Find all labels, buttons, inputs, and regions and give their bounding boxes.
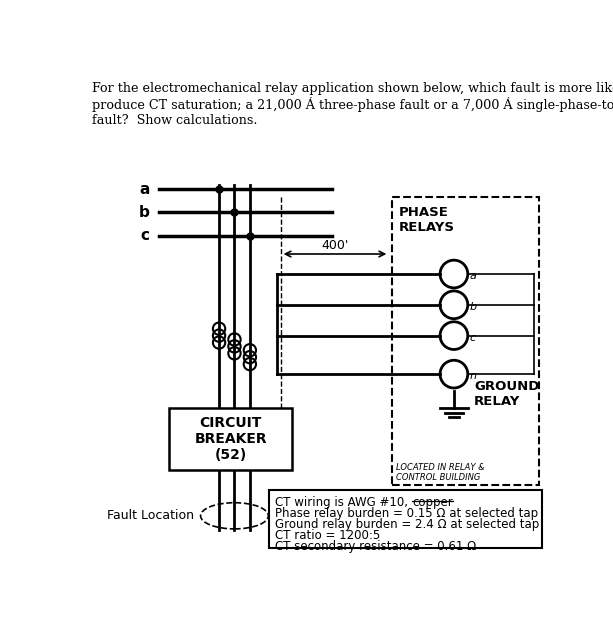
Text: Phase relay burden = 0.15 Ω at selected tap: Phase relay burden = 0.15 Ω at selected … <box>275 507 538 520</box>
Text: For the electromechanical relay application shown below, which fault is more lik: For the electromechanical relay applicat… <box>92 82 613 127</box>
Text: CT wiring is AWG #10,: CT wiring is AWG #10, <box>275 495 412 509</box>
Text: Ground relay burden = 2.4 Ω at selected tap: Ground relay burden = 2.4 Ω at selected … <box>275 518 539 531</box>
Text: CIRCUIT
BREAKER
(52): CIRCUIT BREAKER (52) <box>194 416 267 462</box>
Text: n: n <box>470 371 476 381</box>
Text: b: b <box>470 301 476 311</box>
Text: CT secondary resistance = 0.61 Ω: CT secondary resistance = 0.61 Ω <box>275 541 476 553</box>
Text: b: b <box>139 205 150 220</box>
Text: 400': 400' <box>321 239 349 252</box>
Text: PHASE
RELAYS: PHASE RELAYS <box>398 206 454 234</box>
Text: copper: copper <box>412 495 453 509</box>
FancyBboxPatch shape <box>269 490 542 548</box>
Text: c: c <box>141 228 150 243</box>
FancyBboxPatch shape <box>169 408 292 470</box>
Text: c: c <box>470 333 476 342</box>
Text: LOCATED IN RELAY &
CONTROL BUILDING: LOCATED IN RELAY & CONTROL BUILDING <box>396 462 485 482</box>
Text: Fault Location: Fault Location <box>107 509 194 522</box>
Text: GROUND
RELAY: GROUND RELAY <box>474 381 539 408</box>
Text: a: a <box>470 271 476 281</box>
Text: CT ratio = 1200:5: CT ratio = 1200:5 <box>275 529 381 542</box>
Text: a: a <box>139 182 150 197</box>
